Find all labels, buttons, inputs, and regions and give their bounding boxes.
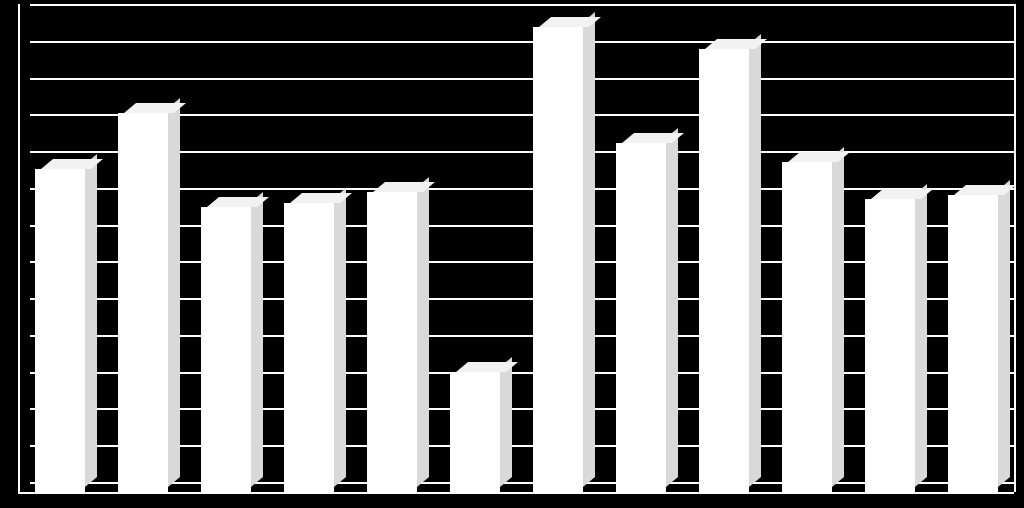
bar-side <box>998 180 1010 487</box>
bar-front <box>284 203 334 492</box>
bar <box>367 182 429 492</box>
bar-chart <box>0 0 1024 508</box>
bar <box>699 39 761 492</box>
bar-side <box>417 177 429 487</box>
bar-front <box>616 143 666 492</box>
bar-side <box>915 184 927 487</box>
bar-front <box>699 49 749 492</box>
y-axis-line <box>18 4 20 492</box>
bar-top <box>539 17 601 27</box>
bar-side <box>500 357 512 487</box>
bar-side <box>749 34 761 487</box>
bar-side <box>168 98 180 487</box>
bar-front <box>367 192 417 492</box>
bar <box>35 159 97 492</box>
gridline <box>30 4 1014 6</box>
plot-area <box>18 4 1014 492</box>
bar <box>948 185 1010 492</box>
gridline <box>30 78 1014 80</box>
bar-front <box>865 199 915 492</box>
bar <box>118 103 180 492</box>
bar-front <box>118 113 168 492</box>
gridline <box>30 41 1014 43</box>
bar-front <box>450 372 500 492</box>
bar <box>450 362 512 492</box>
bar-front <box>201 207 251 492</box>
bar <box>201 197 263 492</box>
bar-front <box>35 169 85 492</box>
bar-top <box>788 152 850 162</box>
bar-side <box>583 12 595 487</box>
bar <box>782 152 844 492</box>
bar-front <box>782 162 832 492</box>
bar-side <box>666 128 678 487</box>
bar <box>533 17 595 492</box>
bar <box>284 193 346 492</box>
floor-front-line <box>18 492 1014 494</box>
right-edge-line <box>1014 4 1016 492</box>
bar-side <box>832 147 844 487</box>
bar <box>616 133 678 492</box>
bar <box>865 189 927 492</box>
bar-side <box>85 154 97 487</box>
bar-side <box>334 188 346 487</box>
bar-front <box>948 195 998 492</box>
bar-side <box>251 192 263 487</box>
bar-front <box>533 27 583 492</box>
